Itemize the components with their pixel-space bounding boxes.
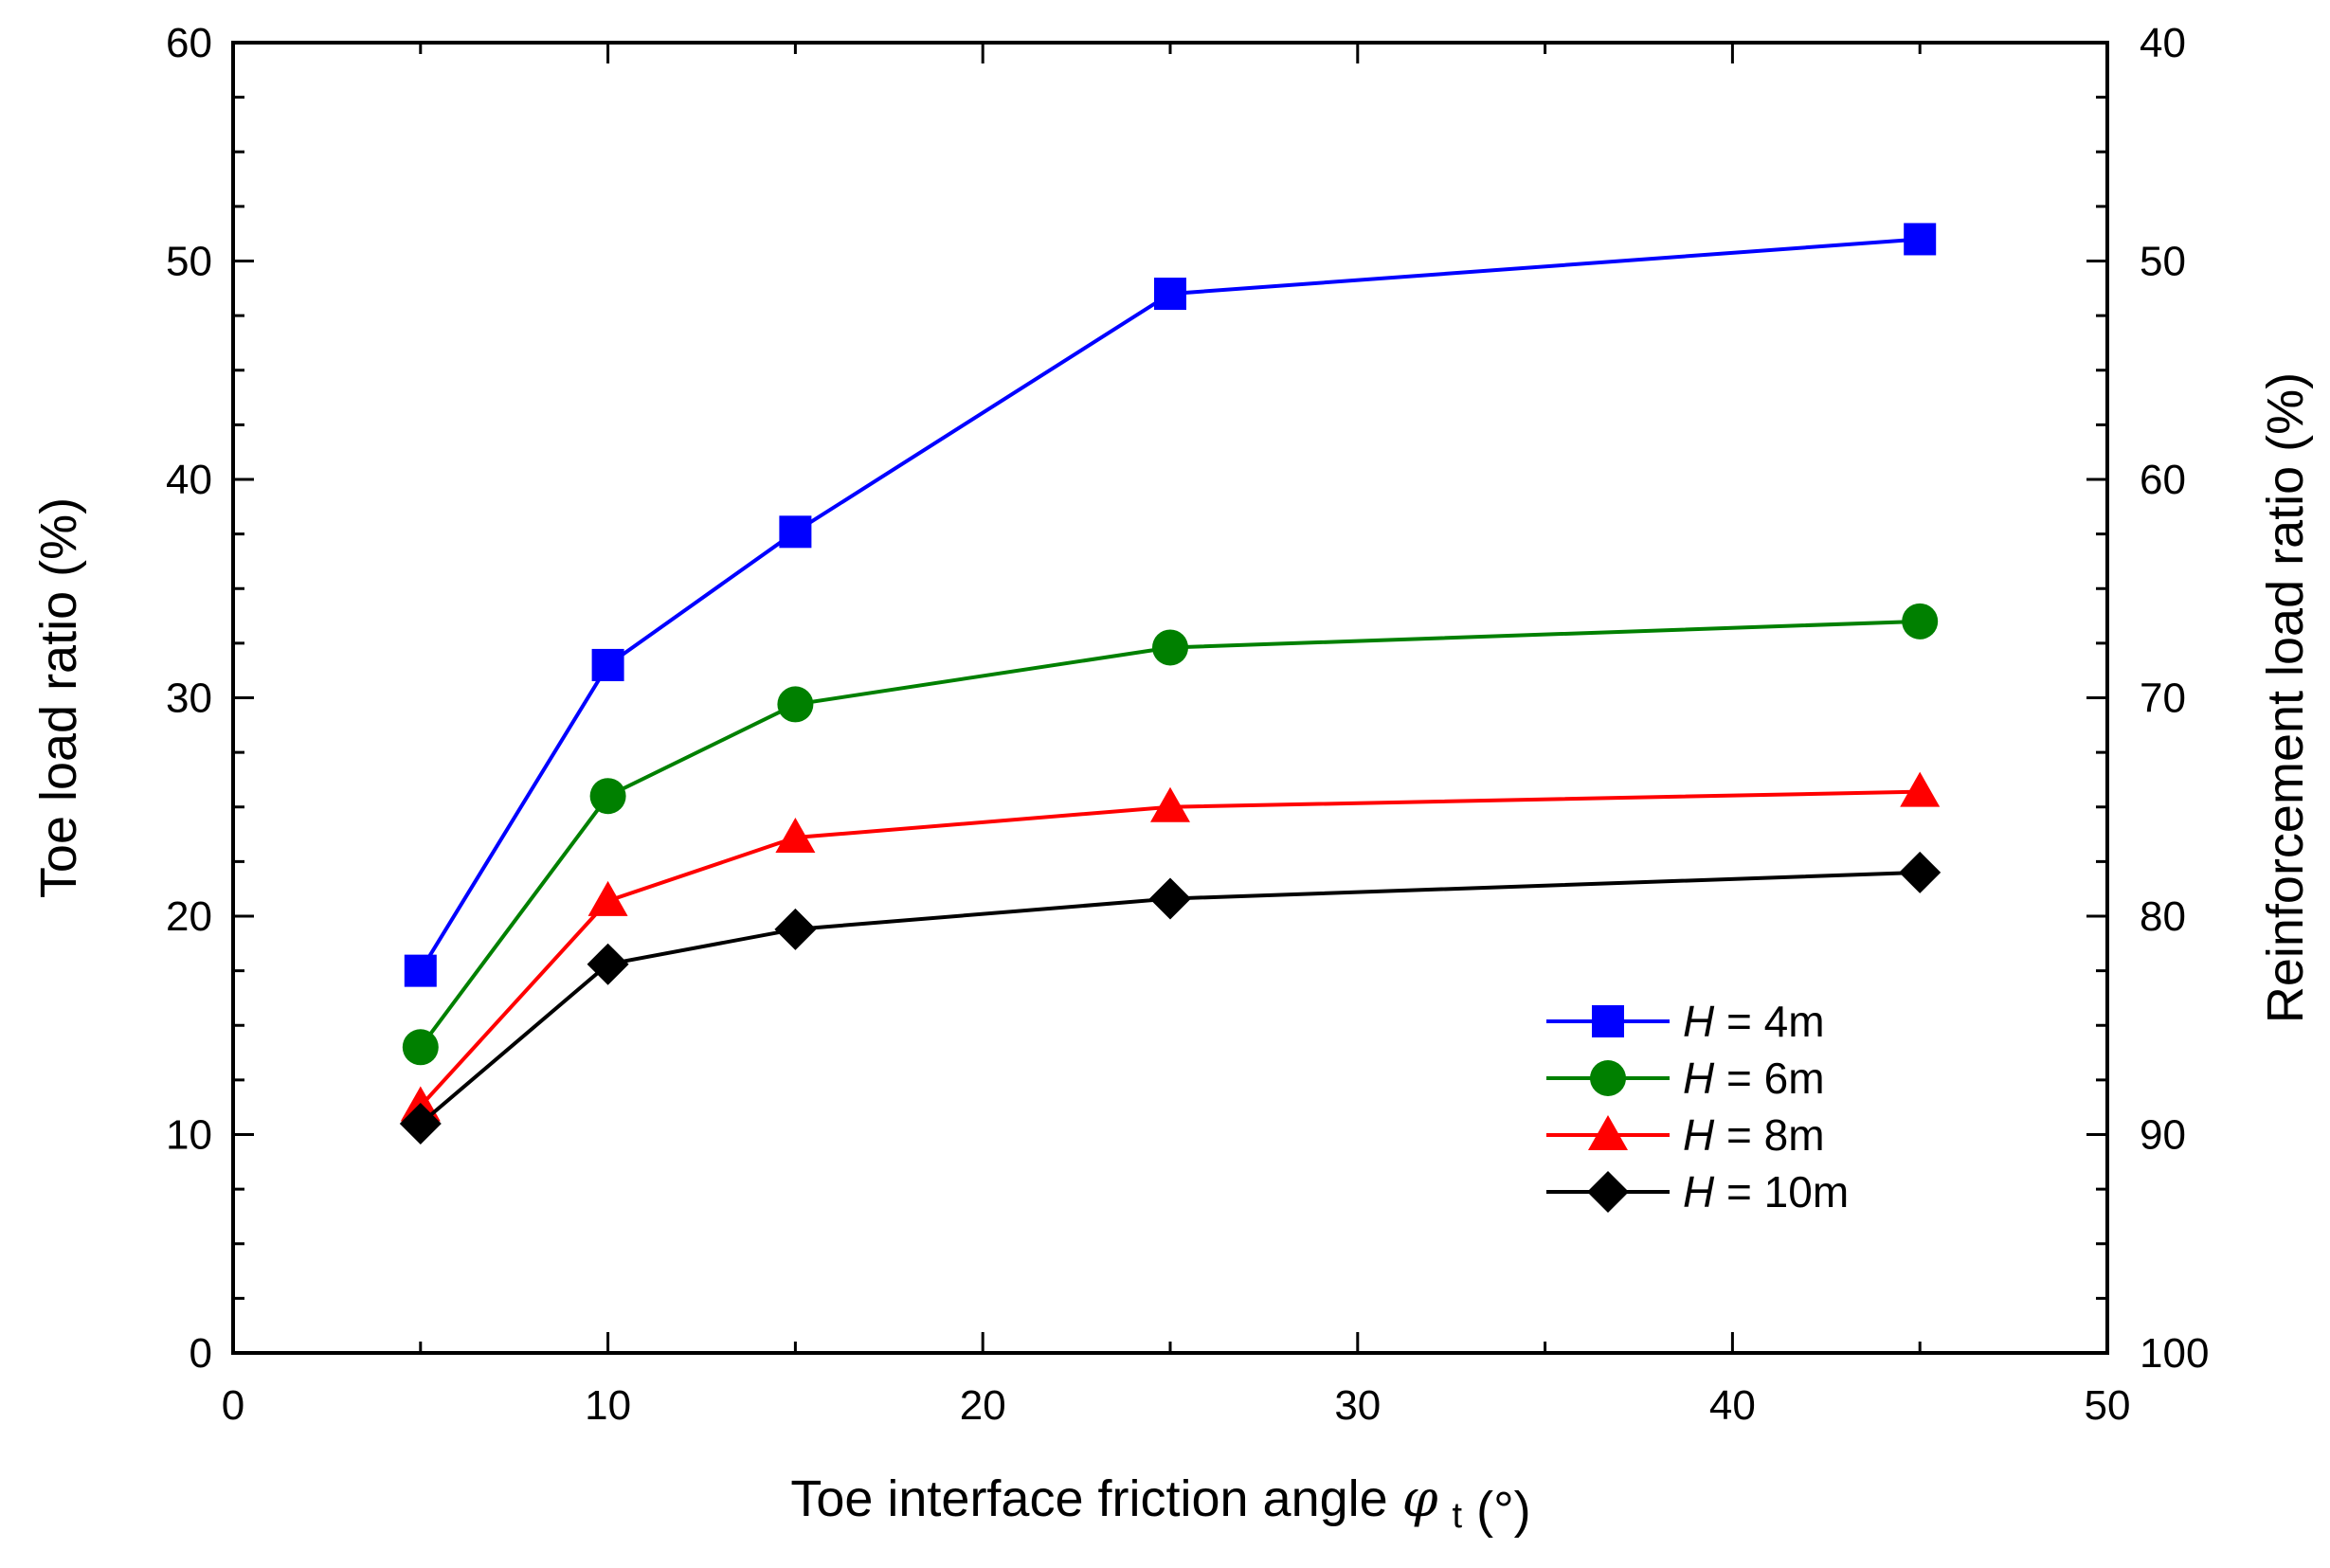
x-tick-label: 20 — [960, 1382, 1006, 1429]
legend-marker — [1588, 1115, 1628, 1150]
y2-tick-label: 80 — [2140, 893, 2186, 940]
legend-label: H = 4m — [1683, 997, 1825, 1046]
series-h-10m — [399, 851, 1942, 1144]
y-tick-label: 30 — [166, 676, 212, 722]
y2-tick-label: 40 — [2140, 20, 2186, 66]
legend-item: H = 4m — [1546, 997, 1825, 1046]
y-tick-label: 10 — [166, 1112, 212, 1159]
x-axis-title-text: Toe interface friction angle — [790, 1470, 1387, 1527]
y2-tick-label: 90 — [2140, 1112, 2186, 1159]
x-tick-label: 30 — [1334, 1382, 1381, 1429]
data-point — [777, 686, 814, 723]
legend-label: H = 8m — [1683, 1110, 1825, 1160]
y-tick-label: 20 — [166, 893, 212, 940]
legend-label-var: H — [1683, 1167, 1715, 1217]
legend-marker — [1592, 1005, 1624, 1037]
data-point — [775, 818, 816, 854]
series-line — [419, 237, 1921, 972]
y2-axis-title: Reinforcement load ratio (%) — [2257, 372, 2314, 1023]
y-tick-label: 40 — [166, 457, 212, 503]
series-line — [419, 619, 1921, 1049]
series-h-8m — [400, 771, 1941, 1122]
legend: H = 4mH = 6mH = 8mH = 10m — [1546, 997, 1849, 1217]
data-point — [1899, 851, 1942, 893]
data-point — [1900, 771, 1941, 807]
y2-tick-label: 70 — [2140, 676, 2186, 722]
legend-label-var: H — [1683, 997, 1715, 1046]
data-point — [587, 880, 628, 916]
data-point — [591, 648, 624, 681]
series-group — [399, 223, 1942, 1144]
data-point — [589, 778, 626, 815]
y2-tick-label: 100 — [2140, 1330, 2209, 1377]
x-axis-symbol: φ — [1402, 1469, 1438, 1528]
data-point — [1902, 603, 1939, 640]
series-h-4m — [404, 223, 1937, 987]
y2-tick-label: 60 — [2140, 457, 2186, 503]
legend-label: H = 6m — [1683, 1054, 1825, 1103]
legend-item: H = 10m — [1546, 1167, 1849, 1217]
legend-label: H = 10m — [1683, 1167, 1849, 1217]
legend-label-rest: = 10m — [1714, 1167, 1849, 1217]
ticks: 0 10 20 30 40 50 0 10 20 30 40 50 60 100 90 80 70 60 50 40 — [166, 20, 2209, 1429]
data-point — [404, 954, 437, 987]
x-tick-label: 50 — [2085, 1382, 2131, 1429]
data-point — [774, 908, 817, 950]
x-tick-label: 0 — [222, 1382, 244, 1429]
data-point — [1152, 629, 1188, 666]
legend-item: H = 6m — [1546, 1054, 1825, 1103]
data-point — [399, 1102, 442, 1144]
y2-tick-label: 50 — [2140, 239, 2186, 285]
data-point — [402, 1029, 439, 1066]
y-tick-label: 60 — [166, 20, 212, 66]
y-axis-title: Toe load ratio (%) — [30, 497, 87, 898]
data-point — [1150, 786, 1190, 822]
legend-label-rest: = 6m — [1714, 1054, 1824, 1103]
series-h-6m — [402, 603, 1939, 1066]
x-tick-label: 10 — [585, 1382, 631, 1429]
data-point — [587, 943, 629, 985]
x-axis-title: Toe interface friction angle φ t (°) — [790, 1469, 1530, 1539]
y-tick-label: 50 — [166, 239, 212, 285]
legend-item: H = 8m — [1546, 1110, 1825, 1160]
legend-label-rest: = 8m — [1714, 1110, 1824, 1160]
data-point — [1149, 877, 1191, 920]
x-axis-subscript: t — [1453, 1496, 1463, 1536]
y-tick-label: 0 — [190, 1330, 212, 1377]
legend-label-rest: = 4m — [1714, 997, 1824, 1046]
data-point — [1904, 223, 1937, 256]
x-tick-label: 40 — [1709, 1382, 1756, 1429]
legend-marker — [1587, 1171, 1629, 1213]
x-axis-unit: (°) — [1476, 1482, 1531, 1539]
data-point — [1154, 278, 1186, 311]
legend-label-var: H — [1683, 1054, 1715, 1103]
legend-label-var: H — [1683, 1110, 1715, 1160]
data-point — [779, 515, 812, 549]
plot-frame — [231, 41, 2109, 1355]
legend-marker — [1590, 1060, 1626, 1096]
